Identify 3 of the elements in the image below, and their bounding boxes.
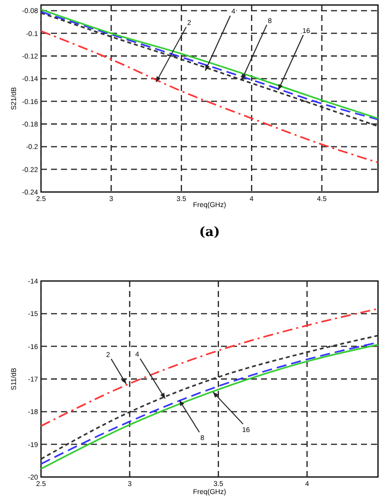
line-series xyxy=(40,308,379,427)
text: (a) xyxy=(199,225,220,240)
line-series xyxy=(40,30,379,164)
